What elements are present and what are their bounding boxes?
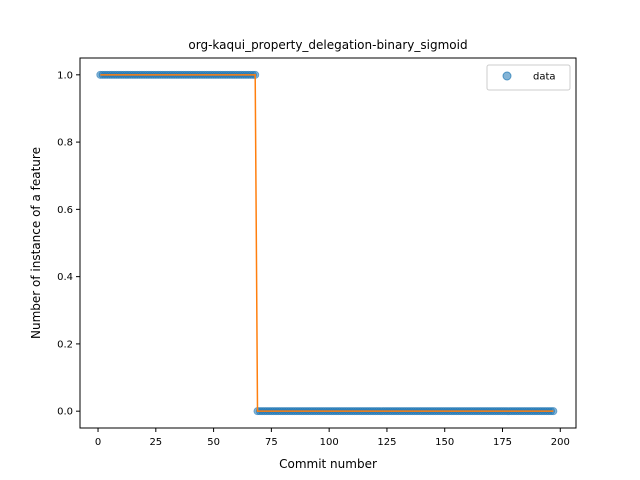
y-axis-ticks: 0.0 0.2 0.4 0.6 0.8 1.0 <box>57 70 80 418</box>
x-tick-label: 25 <box>149 437 162 448</box>
y-tick-label: 0.8 <box>57 138 73 149</box>
plot-area: 0 25 50 75 100 125 150 175 200 0.0 0.2 0.4 0.6 0.8 1.… <box>57 57 577 448</box>
x-tick-label: 175 <box>493 437 512 448</box>
x-tick-label: 125 <box>377 437 396 448</box>
x-tick-label: 50 <box>207 437 220 448</box>
legend-marker <box>502 71 512 81</box>
x-tick-label: 150 <box>435 437 454 448</box>
x-tick-label: 100 <box>320 437 339 448</box>
legend-label: data <box>533 72 556 83</box>
x-tick-label: 75 <box>265 437 278 448</box>
y-tick-label: 1.0 <box>57 70 73 81</box>
legend-box <box>486 64 571 91</box>
y-tick-label: 0.0 <box>57 407 73 418</box>
x-axis-ticks: 0 25 50 75 100 125 150 175 200 <box>95 428 570 448</box>
y-tick-label: 0.4 <box>57 272 73 283</box>
y-axis-label: Number of instance of a feature <box>29 147 43 339</box>
series-line <box>100 74 554 412</box>
x-tick-label: 200 <box>551 437 570 448</box>
chart-title: org-kaqui_property_delegation-binary_sig… <box>188 38 467 52</box>
x-axis-label: Commit number <box>279 457 377 471</box>
y-tick-label: 0.2 <box>57 339 73 350</box>
y-tick-label: 0.6 <box>57 205 73 216</box>
x-tick-label: 0 <box>95 437 101 448</box>
legend: data <box>486 64 571 91</box>
data-points <box>96 70 558 416</box>
plot-frame <box>79 57 577 429</box>
